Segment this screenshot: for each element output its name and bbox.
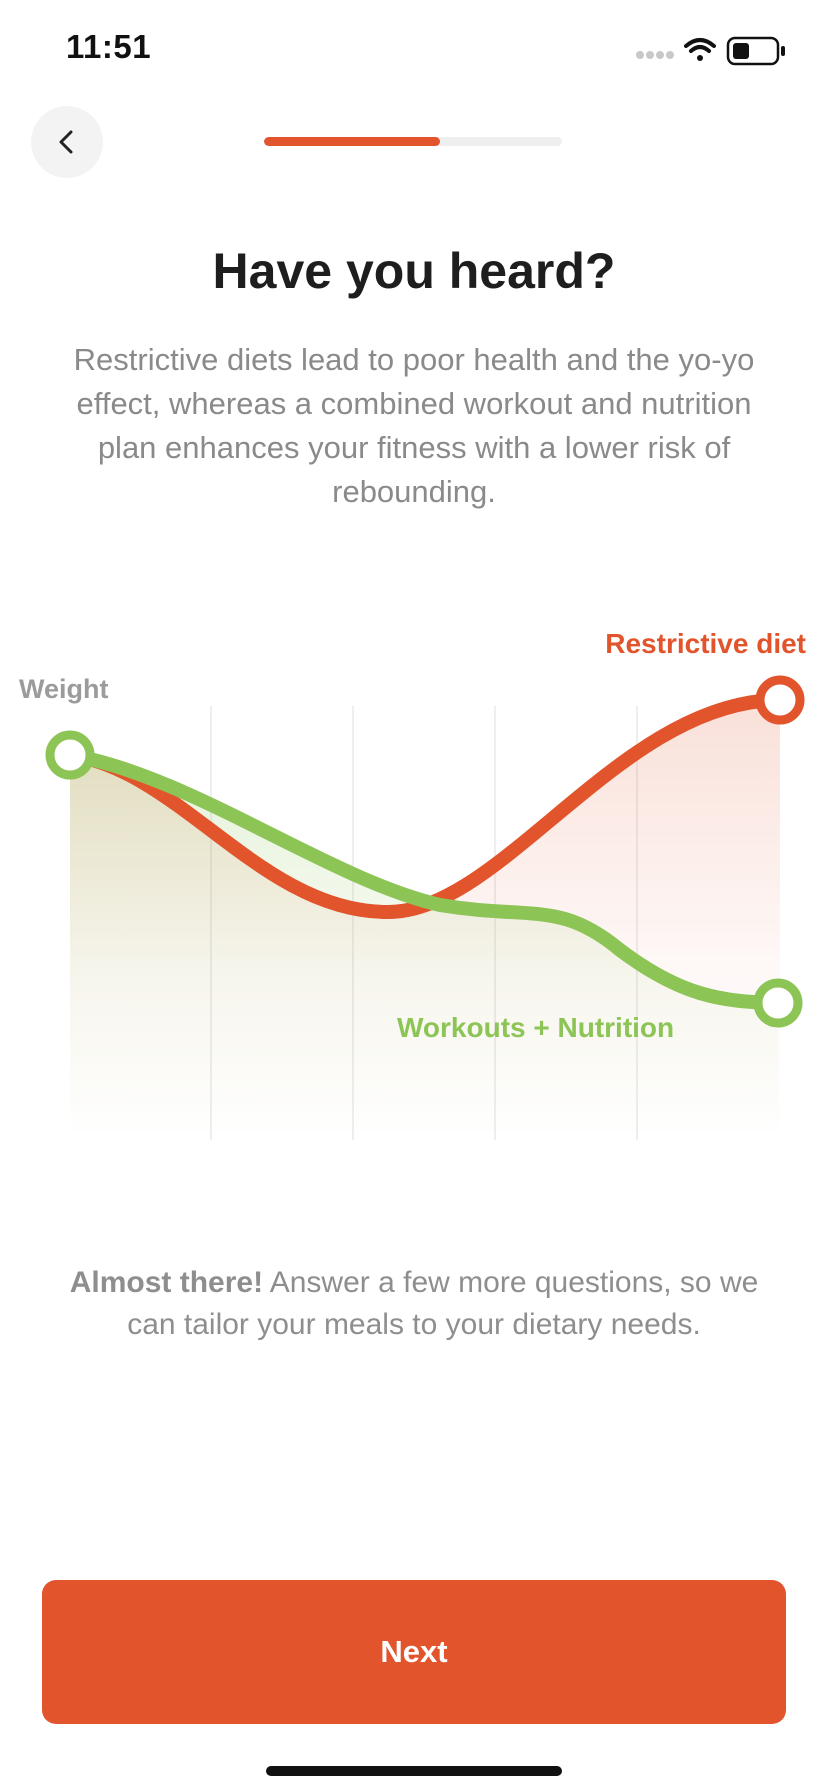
progress-bar <box>264 137 562 146</box>
start-point <box>45 730 95 780</box>
weight-chart: Weight Restrictive diet Workouts + Nutri… <box>0 600 828 1160</box>
axis-label-weight: Weight <box>19 674 109 704</box>
footer-note-bold: Almost there! <box>69 1266 264 1299</box>
status-time: 11:51 <box>66 28 152 65</box>
series-label-workouts-nutrition: Workouts + Nutrition <box>397 1012 675 1043</box>
status-bar: 11:51 <box>0 0 828 100</box>
restrictive-diet-end-point <box>755 675 805 725</box>
restrictive-diet-line <box>63 693 787 920</box>
footer-note: Almost there! Answer a few more question… <box>46 1262 782 1346</box>
footer-note-text: Answer a few more questions, so we can t… <box>127 1266 759 1341</box>
back-button[interactable] <box>31 106 103 178</box>
page-title: Have you heard? <box>212 243 616 299</box>
battery-icon <box>726 36 785 66</box>
chevron-left-icon <box>59 130 73 154</box>
workouts-nutrition-end-point <box>753 978 803 1028</box>
home-indicator <box>266 1766 562 1776</box>
weight-chart-svg <box>45 675 805 1140</box>
workouts-nutrition-line <box>63 748 785 1010</box>
wifi-icon <box>684 38 716 61</box>
status-icons <box>634 34 794 68</box>
series-label-restrictive-diet: Restrictive diet <box>605 628 806 659</box>
next-button[interactable]: Next <box>42 1580 786 1724</box>
progress-fill <box>264 137 440 146</box>
page-subtitle: Restrictive diets lead to poor health an… <box>73 342 755 509</box>
signal-dots-icon <box>636 51 674 59</box>
